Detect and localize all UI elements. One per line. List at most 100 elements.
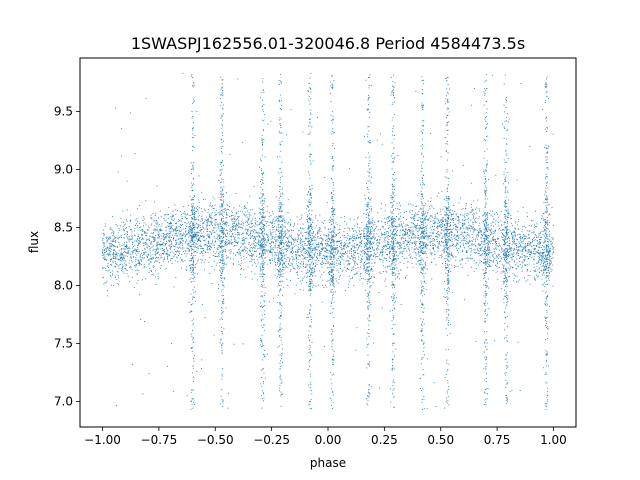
data-point: [503, 249, 505, 251]
data-point: [227, 243, 229, 245]
data-point: [173, 256, 175, 258]
data-point: [520, 256, 521, 258]
data-point: [543, 230, 545, 232]
data-point: [346, 237, 348, 239]
data-point: [550, 268, 552, 270]
data-point: [323, 258, 325, 260]
data-point: [463, 223, 465, 225]
data-point: [471, 209, 473, 211]
data-point: [263, 226, 265, 227]
data-point: [349, 218, 351, 220]
data-point: [445, 227, 447, 229]
data-point: [363, 234, 365, 236]
data-point: [389, 219, 391, 221]
data-point: [521, 267, 523, 269]
data-point: [156, 226, 158, 228]
data-point: [121, 253, 123, 255]
data-point: [494, 258, 496, 259]
data-point: [209, 248, 211, 250]
data-point: [407, 242, 409, 244]
data-point: [216, 237, 218, 239]
data-point: [501, 270, 503, 272]
data-point: [190, 232, 192, 234]
data-point: [536, 265, 538, 267]
data-point: [503, 253, 504, 255]
data-point: [539, 255, 541, 257]
data-point: [397, 243, 399, 245]
data-point: [388, 228, 390, 229]
data-point: [317, 220, 319, 222]
data-point: [117, 247, 118, 248]
data-point: [274, 260, 275, 262]
data-point: [150, 214, 152, 216]
data-point: [455, 245, 457, 247]
data-point: [125, 219, 127, 221]
data-point: [143, 263, 145, 265]
data-point: [292, 238, 294, 240]
data-point: [268, 240, 270, 242]
data-point: [328, 264, 330, 266]
data-point: [325, 284, 326, 286]
data-point: [191, 224, 193, 226]
data-point: [234, 236, 236, 238]
data-point: [513, 252, 515, 254]
data-point: [487, 240, 489, 242]
data-point: [160, 229, 162, 231]
data-point: [114, 241, 116, 243]
data-point: [216, 255, 218, 257]
data-point: [150, 232, 152, 234]
data-point: [308, 270, 310, 271]
data-point: [120, 253, 122, 255]
data-point: [480, 240, 482, 242]
data-point: [260, 244, 262, 246]
data-point: [223, 232, 224, 234]
data-point: [503, 264, 505, 266]
data-point: [225, 242, 226, 244]
data-point: [410, 203, 412, 205]
data-point: [277, 218, 279, 220]
data-point: [125, 228, 127, 229]
data-point: [278, 226, 280, 228]
data-point: [403, 229, 405, 231]
data-point: [441, 219, 443, 221]
data-point: [514, 222, 516, 224]
data-point: [118, 277, 120, 279]
data-point: [448, 226, 450, 228]
data-point: [328, 234, 330, 236]
data-point: [187, 232, 189, 234]
data-point: [219, 270, 221, 271]
data-point: [404, 231, 406, 232]
data-point: [392, 226, 394, 228]
data-point: [266, 241, 268, 243]
data-point: [144, 252, 145, 254]
data-point: [222, 255, 224, 257]
data-point: [126, 252, 128, 254]
data-point: [317, 257, 318, 259]
data-point: [364, 246, 366, 248]
data-point: [374, 223, 376, 225]
data-point: [151, 270, 153, 272]
data-point: [119, 257, 121, 258]
data-point: [189, 240, 191, 242]
data-point: [480, 237, 482, 239]
data-point: [156, 242, 158, 244]
data-point: [113, 241, 115, 242]
data-point: [310, 289, 312, 291]
data-point: [106, 290, 108, 292]
data-point: [477, 238, 478, 240]
data-point: [251, 223, 252, 225]
data-point: [156, 250, 158, 252]
data-point: [450, 213, 452, 215]
data-point: [126, 244, 128, 246]
data-point: [331, 242, 332, 244]
data-point: [106, 259, 108, 261]
data-point: [473, 249, 475, 251]
data-point: [355, 258, 356, 260]
data-point: [444, 239, 446, 241]
data-point: [373, 230, 375, 231]
data-point: [165, 236, 167, 237]
data-point: [264, 244, 266, 246]
data-point: [547, 251, 549, 253]
data-point: [457, 231, 459, 233]
data-point: [327, 242, 329, 244]
